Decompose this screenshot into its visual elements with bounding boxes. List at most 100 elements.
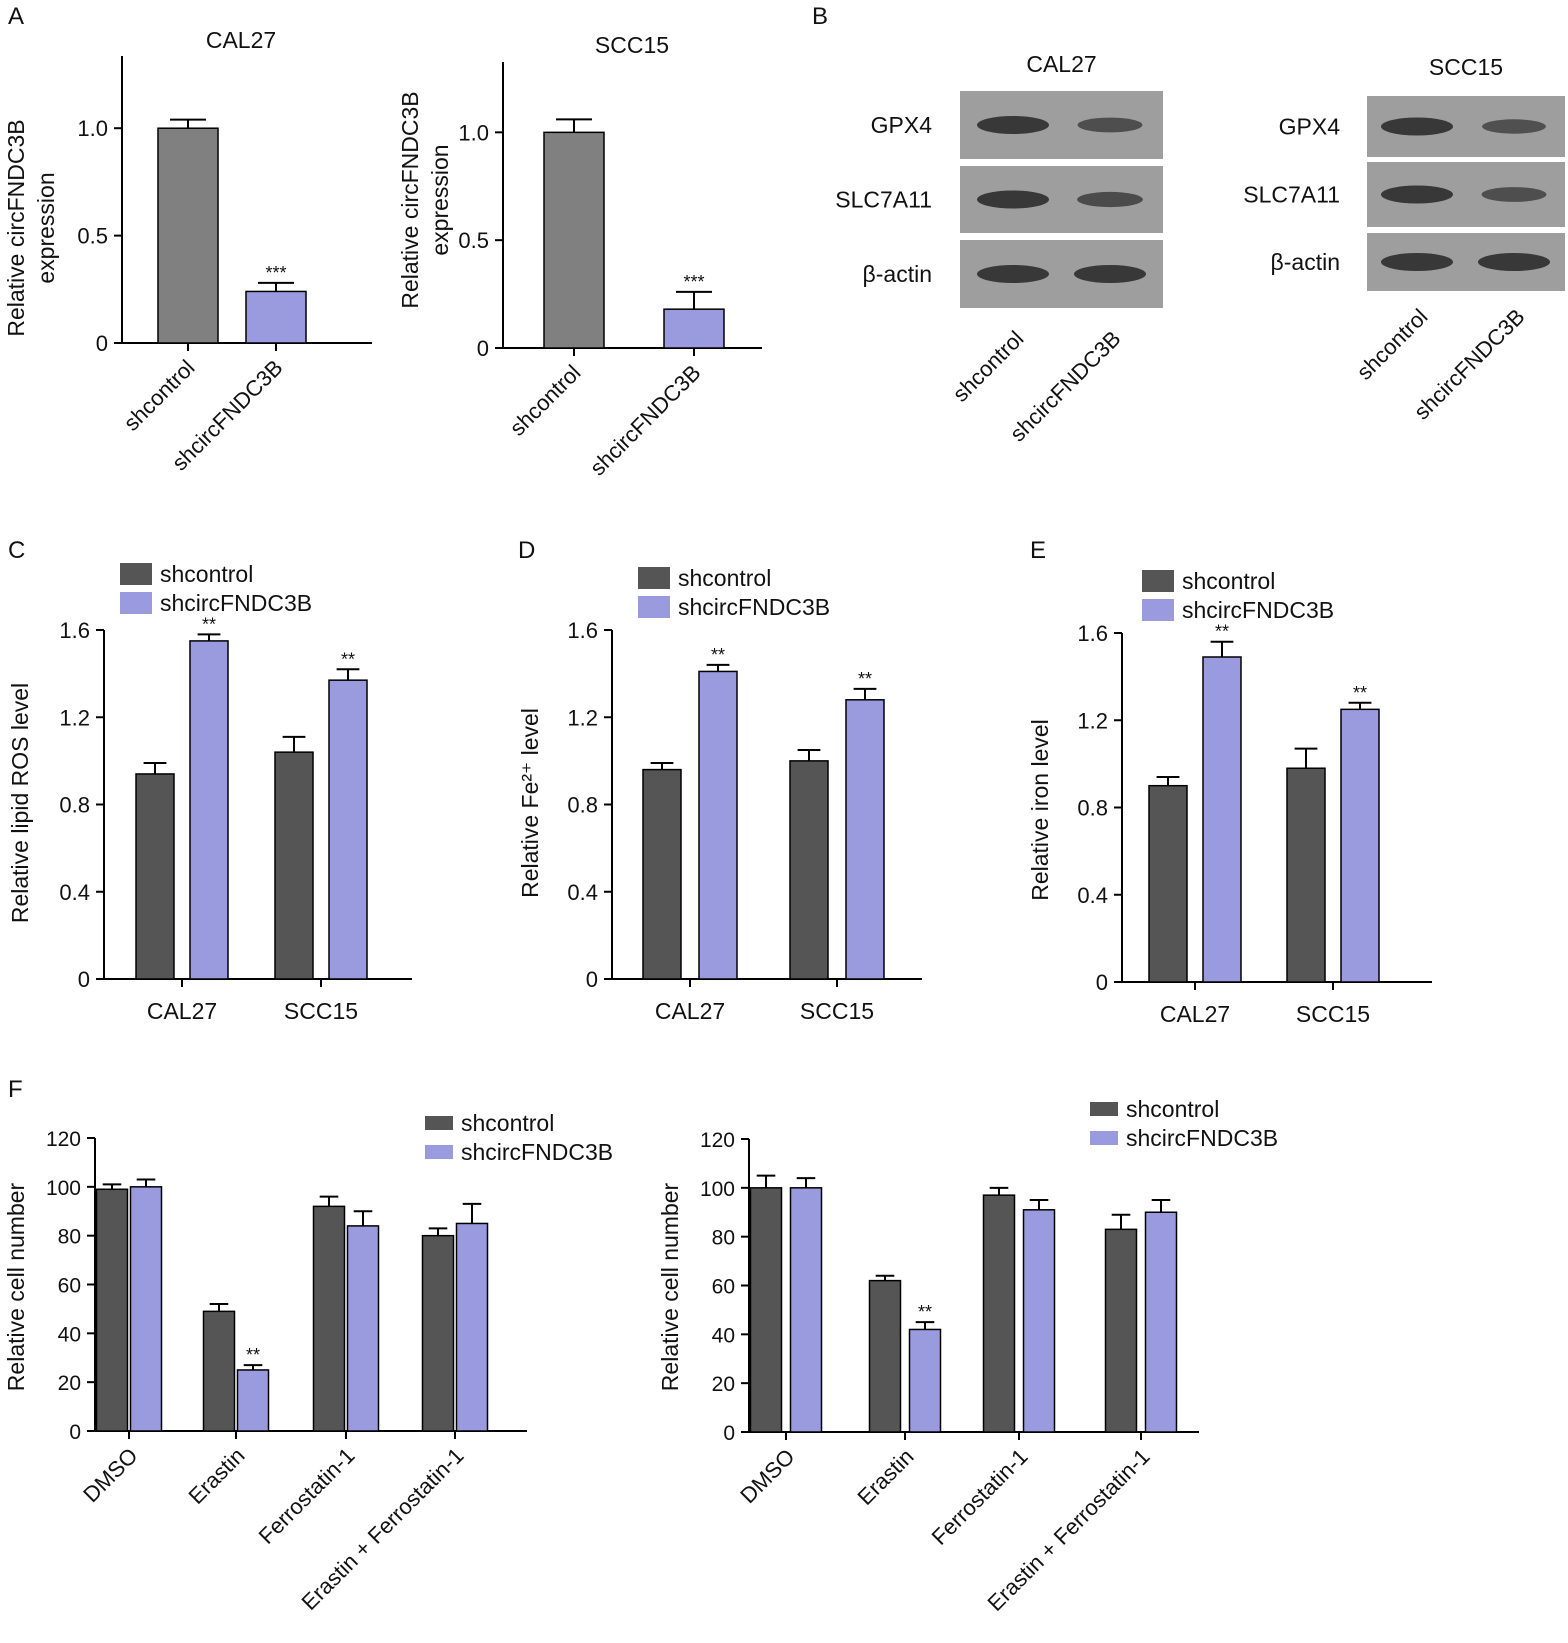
band xyxy=(977,116,1049,134)
y-tick-label: 1.6 xyxy=(1077,621,1108,646)
bar-shcircfndc3b xyxy=(1022,1209,1056,1433)
y-tick-label: 40 xyxy=(712,1324,735,1347)
legend-label: shcontrol xyxy=(1182,568,1275,594)
y-tick-label: 0.4 xyxy=(59,880,90,905)
y-axis-label: Relative iron level xyxy=(1027,719,1053,901)
bar-shcircfndc3b xyxy=(346,1225,380,1432)
band xyxy=(1482,119,1546,134)
bar-shcontrol xyxy=(274,751,314,980)
legend-swatch-shcontrol xyxy=(425,1116,453,1130)
bar-shcontrol xyxy=(312,1205,346,1432)
chart-c: 0 0.4 0.8 1.2 1.6 Relative lipid ROS level ** C… xyxy=(7,561,412,1024)
legend-swatch-shcircfndc3b xyxy=(1142,599,1174,621)
y-tick-label: 80 xyxy=(58,1226,81,1249)
panel-label-b: B xyxy=(812,3,828,30)
y-tick-label: 1.0 xyxy=(458,120,489,145)
bar-shcontrol xyxy=(135,773,175,980)
bar-shcircfndc3b xyxy=(845,699,885,980)
x-tick-label: shcircFNDC3B xyxy=(585,360,706,481)
y-tick-label: 0 xyxy=(723,1422,735,1445)
significance-mark: ** xyxy=(1353,683,1367,703)
bar-shcircfndc3b xyxy=(908,1328,942,1433)
chart-e: 0 0.4 0.8 1.2 1.6 Relative iron level ** CAL27 *… xyxy=(1027,568,1432,1027)
bar-shcircfndc3b xyxy=(455,1222,489,1432)
x-tick-label: CAL27 xyxy=(147,998,217,1024)
bar-shcircfndc3b xyxy=(663,308,725,349)
bar-shcontrol xyxy=(982,1194,1016,1433)
band xyxy=(1478,253,1550,271)
legend-label: shcontrol xyxy=(678,565,771,591)
y-tick-label: 0.8 xyxy=(567,793,598,818)
blot-row-label: SLC7A11 xyxy=(1243,182,1340,208)
bar-shcontrol xyxy=(1148,784,1188,983)
y-tick-label: 20 xyxy=(712,1373,735,1396)
y-axis-label: Relative circFNDC3B xyxy=(397,91,423,308)
legend-swatch-shcircfndc3b xyxy=(425,1145,453,1159)
x-tick-label: Ferrostatin-1 xyxy=(927,1444,1033,1550)
x-tick-label: CAL27 xyxy=(1160,1001,1230,1027)
y-tick-label: 0.8 xyxy=(1077,796,1108,821)
bar-shcircfndc3b xyxy=(189,640,229,980)
panel-label-a: A xyxy=(8,3,24,30)
significance-mark: ** xyxy=(246,1345,260,1365)
band xyxy=(1381,185,1453,204)
legend-label: shcircFNDC3B xyxy=(1126,1125,1278,1151)
bar-shcontrol xyxy=(1286,767,1326,983)
western-blot-b2: SCC15GPX4SLC7A11β-actinshcontrolshcircFN… xyxy=(1243,54,1565,424)
legend-label: shcircFNDC3B xyxy=(461,1139,613,1165)
y-axis-label: Relative Fe²⁺ level xyxy=(517,708,543,898)
legend-label: shcircFNDC3B xyxy=(1182,597,1334,623)
legend-label: shcontrol xyxy=(160,561,253,587)
y-tick-label: 80 xyxy=(712,1227,735,1250)
legend-swatch-shcontrol xyxy=(638,567,670,589)
y-tick-label: 1.2 xyxy=(1077,708,1108,733)
legend-swatch-shcircfndc3b xyxy=(638,596,670,618)
blot-row-label: β-actin xyxy=(1271,249,1340,275)
y-tick-label: 0.5 xyxy=(77,224,108,249)
significance-mark: *** xyxy=(265,263,286,283)
x-tick-label: Ferrostatin-1 xyxy=(254,1443,360,1549)
x-tick-label: SCC15 xyxy=(800,998,874,1024)
bar-shcontrol xyxy=(642,768,682,980)
x-tick-label: Erastin xyxy=(183,1443,249,1509)
bar-shcontrol xyxy=(789,760,829,980)
bar-shcircfndc3b xyxy=(236,1369,270,1432)
y-tick-label: 0.8 xyxy=(59,793,90,818)
chart-f2: 0 20 40 60 80 100 120 Relative cell number DMSO *… xyxy=(657,1096,1278,1616)
y-tick-label: 1.6 xyxy=(59,618,90,643)
bar-shcontrol xyxy=(421,1234,455,1432)
band xyxy=(1077,191,1143,208)
y-axis-label: Relative cell number xyxy=(657,1182,683,1391)
x-tick-label: Erastin xyxy=(852,1444,918,1510)
band xyxy=(1481,187,1547,202)
lane-label: shcontrol xyxy=(1352,304,1433,385)
blot-row-label: β-actin xyxy=(863,261,932,287)
panel-label-f: F xyxy=(8,1076,23,1103)
x-tick-label: SCC15 xyxy=(1296,1001,1370,1027)
y-tick-label: 0 xyxy=(586,967,598,992)
significance-mark: ** xyxy=(711,645,725,665)
band xyxy=(1074,265,1146,283)
chart-a1: 0 0.5 1.0 Relative circFNDC3B expression CAL2… xyxy=(3,27,372,475)
bar-shcircfndc3b xyxy=(328,679,368,980)
y-tick-label: 1.2 xyxy=(59,705,90,730)
bar-shcircfndc3b xyxy=(245,290,307,344)
blot-row-label: GPX4 xyxy=(1279,114,1341,140)
legend-label: shcircFNDC3B xyxy=(160,590,312,616)
panel-label-c: C xyxy=(8,537,25,564)
legend-swatch-shcontrol xyxy=(120,563,152,585)
x-tick-label: CAL27 xyxy=(655,998,725,1024)
chart-title: SCC15 xyxy=(595,32,669,58)
y-tick-label: 60 xyxy=(712,1276,735,1299)
y-axis-label: Relative circFNDC3B xyxy=(3,119,29,336)
bar-shcircfndc3b xyxy=(1144,1211,1178,1433)
legend-swatch-shcircfndc3b xyxy=(120,592,152,614)
bar-shcontrol xyxy=(868,1279,902,1433)
significance-mark: ** xyxy=(1215,622,1229,642)
y-tick-label: 1.6 xyxy=(567,618,598,643)
x-tick-label: DMSO xyxy=(78,1443,142,1507)
band xyxy=(977,190,1049,209)
y-tick-label: 0.4 xyxy=(1077,883,1108,908)
y-axis-label: expression xyxy=(427,144,453,255)
y-tick-label: 100 xyxy=(700,1178,735,1201)
